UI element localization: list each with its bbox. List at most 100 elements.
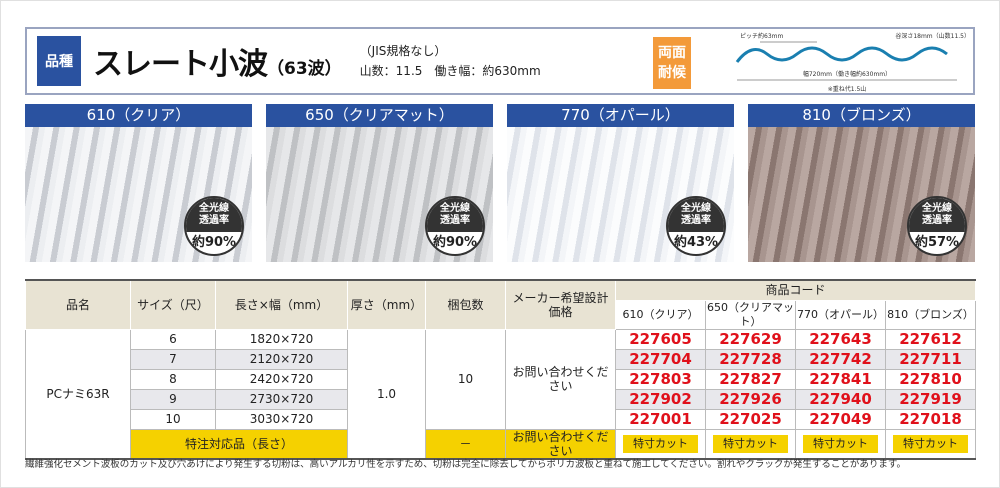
- th-size: サイズ（尺）: [130, 279, 216, 330]
- product-code: 227803: [615, 368, 706, 390]
- product-name: PCナミ63R: [25, 328, 131, 459]
- depth-label: 谷深さ18mm（山数11.5）: [895, 32, 970, 40]
- panel-650-clear-matte: 650（クリアマット） 全光線透過率約90%: [266, 104, 493, 262]
- badge-label: 全光線透過率: [440, 203, 470, 226]
- title-sub: （63波）: [267, 59, 342, 79]
- product-header: 品種 スレート小波（63波） （JIS規格なし） 山数：11.5 働き幅：約63…: [25, 27, 975, 95]
- th-variant: 810（ブロンズ）: [884, 299, 977, 330]
- custom-cut-cell: 特寸カット: [795, 428, 886, 459]
- th-code: 商品コード: [614, 279, 977, 301]
- th-dims: 長さ×幅（mm）: [215, 279, 348, 330]
- badge-value: 約90%: [191, 235, 237, 250]
- product-code: 227018: [884, 408, 977, 430]
- th-variant: 770（オパール）: [795, 299, 886, 330]
- product-code: 227810: [884, 368, 977, 390]
- th-variant: 650（クリアマット）: [705, 299, 796, 330]
- dims-cell: 2120×720: [215, 348, 348, 370]
- footnote: 繊維強化セメント波板のカット及び穴あけにより発生する切粉は、高いアルカリ性を示す…: [25, 459, 906, 470]
- product-code: 227025: [705, 408, 796, 430]
- special-label: 特注対応品（長さ）: [130, 428, 348, 459]
- table-row: PCナミ63R 6 1820×720 1.0 10 お問い合わせください 227605 227…: [25, 328, 977, 459]
- badge-value: 約43%: [673, 235, 719, 250]
- sheet-photo: 全光線透過率約90%: [25, 127, 252, 262]
- product-code: 227841: [795, 368, 886, 390]
- panel-770-opal: 770（オパール） 全光線透過率約43%: [507, 104, 734, 262]
- product-code: 227612: [884, 328, 977, 350]
- badge-label-box: 全光線透過率: [186, 198, 242, 232]
- kind-label: 品種: [37, 36, 81, 86]
- panel-610-clear: 610（クリア） 全光線透過率約90%: [25, 104, 252, 262]
- product-code: 227605: [615, 328, 706, 350]
- custom-cut-label: 特寸カット: [803, 434, 878, 453]
- transmittance-badge: 全光線透過率約90%: [425, 196, 485, 256]
- table-row: 7 2120×720 227704 227728 227742 227711: [26, 348, 977, 370]
- size-cell: 9: [130, 388, 216, 410]
- thickness-cell: 1.0: [347, 328, 426, 459]
- size-cell: 10: [130, 408, 216, 430]
- title-text: スレート小波: [93, 47, 268, 82]
- custom-cut-label: 特寸カット: [893, 434, 968, 453]
- wave-line: [735, 46, 948, 63]
- product-code: 227926: [705, 388, 796, 410]
- th-pack: 梱包数: [425, 279, 506, 330]
- custom-cut-label: 特寸カット: [623, 434, 698, 453]
- transmittance-badge: 全光線透過率約43%: [666, 196, 726, 256]
- custom-cut-cell: 特寸カット: [615, 428, 706, 459]
- product-code: 227704: [615, 348, 706, 370]
- badge-line2: 耐候: [658, 65, 686, 81]
- width-label: 幅720mm（働き幅約630mm）: [803, 70, 891, 78]
- badge-label-box: 全光線透過率: [427, 198, 483, 232]
- sheet-photo: 全光線透過率約43%: [507, 127, 734, 262]
- product-code: 227827: [705, 368, 796, 390]
- dims-cell: 2420×720: [215, 368, 348, 390]
- size-cell: 6: [130, 328, 216, 350]
- page-title: スレート小波（63波）: [93, 39, 342, 83]
- product-code: 227001: [615, 408, 706, 430]
- table-row: 9 2730×720 227902 227926 227940 227919: [26, 388, 977, 410]
- product-table: 品名 サイズ（尺） 長さ×幅（mm） 厚さ（mm） 梱包数 メーカー希望設計価格…: [25, 279, 977, 460]
- spec-block: （JIS規格なし） 山数：11.5 働き幅：約630mm: [360, 41, 541, 81]
- custom-cut-label: 特寸カット: [713, 434, 788, 453]
- transmittance-badge: 全光線透過率約57%: [907, 196, 967, 256]
- special-pack: －: [425, 428, 506, 459]
- special-price: お問い合わせください: [505, 428, 616, 459]
- size-cell: 8: [130, 368, 216, 390]
- custom-cut-cell: 特寸カット: [705, 428, 796, 459]
- panel-title: 770（オパール）: [507, 104, 734, 127]
- weather-badge: 両面 耐候: [653, 37, 691, 89]
- sheet-photo: 全光線透過率約90%: [266, 127, 493, 262]
- panel-title: 810（ブロンズ）: [748, 104, 975, 127]
- pitch-label: ピッチ約63mm: [740, 32, 783, 40]
- transmittance-badge: 全光線透過率約90%: [184, 196, 244, 256]
- panel-title: 650（クリアマット）: [266, 104, 493, 127]
- product-code: 227742: [795, 348, 886, 370]
- badge-label: 全光線透過率: [681, 203, 711, 226]
- badge-value: 約90%: [432, 235, 478, 250]
- spec-jis: （JIS規格なし）: [359, 44, 447, 58]
- wave-profile-diagram: ピッチ約63mm 谷深さ18mm（山数11.5） 幅720mm（働き幅約630m…: [735, 32, 970, 93]
- table-row: 8 2420×720 227803 227827 227841 227810: [26, 368, 977, 390]
- product-code: 227629: [705, 328, 796, 350]
- badge-label: 全光線透過率: [922, 203, 952, 226]
- pack-cell: 10: [425, 328, 506, 430]
- product-code: 227919: [884, 388, 977, 410]
- special-order-row: 特注対応品（長さ） － お問い合わせください 特寸カット 特寸カット 特寸カット 特寸カ…: [26, 428, 977, 459]
- sheet-photo: 全光線透過率約57%: [748, 127, 975, 262]
- dims-cell: 1820×720: [215, 328, 348, 350]
- badge-label-box: 全光線透過率: [668, 198, 724, 232]
- product-code: 227643: [795, 328, 886, 350]
- custom-cut-cell: 特寸カット: [884, 428, 977, 459]
- th-name: 品名: [25, 279, 131, 330]
- overlap-label: ※重ね代1.5山: [828, 85, 867, 93]
- th-thickness: 厚さ（mm）: [347, 279, 426, 330]
- product-code: 227728: [705, 348, 796, 370]
- product-code: 227711: [884, 348, 977, 370]
- price-cell: お問い合わせください: [505, 328, 616, 430]
- product-code: 227940: [795, 388, 886, 410]
- panel-title: 610（クリア）: [25, 104, 252, 127]
- spec-dims: 山数：11.5 働き幅：約630mm: [359, 64, 541, 78]
- badge-value: 約57%: [914, 235, 960, 250]
- th-price: メーカー希望設計価格: [505, 279, 616, 330]
- panel-810-bronze: 810（ブロンズ） 全光線透過率約57%: [748, 104, 975, 262]
- badge-line1: 両面: [658, 45, 686, 61]
